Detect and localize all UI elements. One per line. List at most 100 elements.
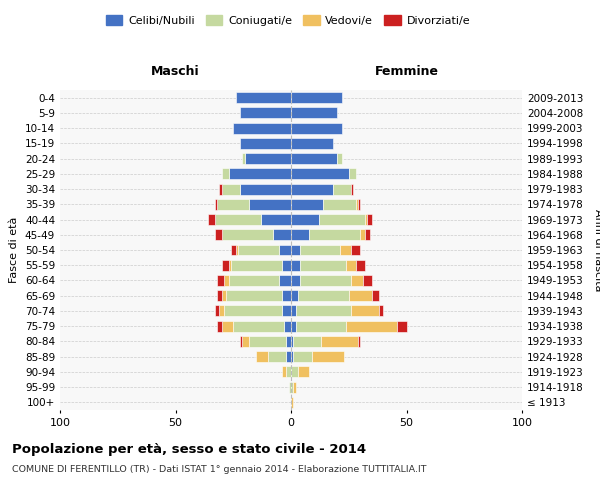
Bar [291,366,298,378]
Bar [217,199,250,210]
Bar [300,260,346,270]
Bar [337,153,342,164]
Bar [215,230,222,240]
Bar [250,336,286,347]
Bar [215,199,217,210]
Bar [296,320,346,332]
Bar [291,244,300,256]
Bar [229,168,291,179]
Bar [240,184,291,194]
Text: COMUNE DI FERENTILLO (TR) - Dati ISTAT 1° gennaio 2014 - Elaborazione TUTTITALIA: COMUNE DI FERENTILLO (TR) - Dati ISTAT 1… [12,465,427,474]
Bar [291,306,296,316]
Bar [224,306,282,316]
Bar [291,336,293,347]
Bar [291,275,300,286]
Bar [233,122,291,134]
Bar [245,153,291,164]
Bar [240,138,291,149]
Bar [291,397,293,408]
Bar [332,184,351,194]
Bar [222,260,229,270]
Bar [312,351,344,362]
Bar [372,290,379,301]
Bar [291,199,323,210]
Bar [323,199,356,210]
Bar [291,351,293,362]
Bar [222,290,226,301]
Bar [349,290,372,301]
Bar [291,153,337,164]
Bar [321,336,358,347]
Bar [291,168,349,179]
Y-axis label: Anni di nascita: Anni di nascita [593,209,600,291]
Bar [222,168,229,179]
Bar [222,320,233,332]
Bar [310,230,360,240]
Y-axis label: Fasce di età: Fasce di età [10,217,19,283]
Bar [289,382,291,392]
Bar [300,244,340,256]
Bar [351,244,360,256]
Bar [358,336,360,347]
Bar [215,306,220,316]
Bar [240,336,242,347]
Bar [351,275,362,286]
Bar [346,320,397,332]
Bar [365,214,367,225]
Bar [222,230,272,240]
Bar [222,184,240,194]
Bar [365,230,370,240]
Bar [362,275,372,286]
Bar [217,290,222,301]
Bar [282,366,286,378]
Bar [291,214,319,225]
Bar [291,230,310,240]
Bar [226,290,282,301]
Bar [229,260,231,270]
Bar [217,275,224,286]
Bar [286,336,291,347]
Bar [397,320,407,332]
Bar [291,108,337,118]
Bar [231,260,282,270]
Bar [293,336,321,347]
Bar [268,351,286,362]
Bar [236,244,238,256]
Bar [367,214,372,225]
Bar [291,290,298,301]
Bar [280,244,291,256]
Bar [379,306,383,316]
Bar [256,351,268,362]
Text: Popolazione per età, sesso e stato civile - 2014: Popolazione per età, sesso e stato civil… [12,442,366,456]
Bar [220,306,224,316]
Bar [351,184,353,194]
Bar [356,199,358,210]
Bar [240,108,291,118]
Bar [284,320,291,332]
Bar [298,290,349,301]
Bar [291,92,342,103]
Bar [346,260,356,270]
Bar [215,214,261,225]
Bar [340,244,351,256]
Bar [280,275,291,286]
Bar [250,199,291,210]
Bar [229,275,280,286]
Bar [238,244,280,256]
Bar [208,214,215,225]
Text: Maschi: Maschi [151,65,200,78]
Bar [298,366,310,378]
Bar [286,366,291,378]
Bar [358,199,360,210]
Bar [291,320,296,332]
Bar [261,214,291,225]
Bar [224,275,229,286]
Bar [356,260,365,270]
Bar [282,260,291,270]
Bar [282,306,291,316]
Bar [282,290,291,301]
Bar [236,92,291,103]
Bar [220,184,222,194]
Bar [233,320,284,332]
Bar [293,351,312,362]
